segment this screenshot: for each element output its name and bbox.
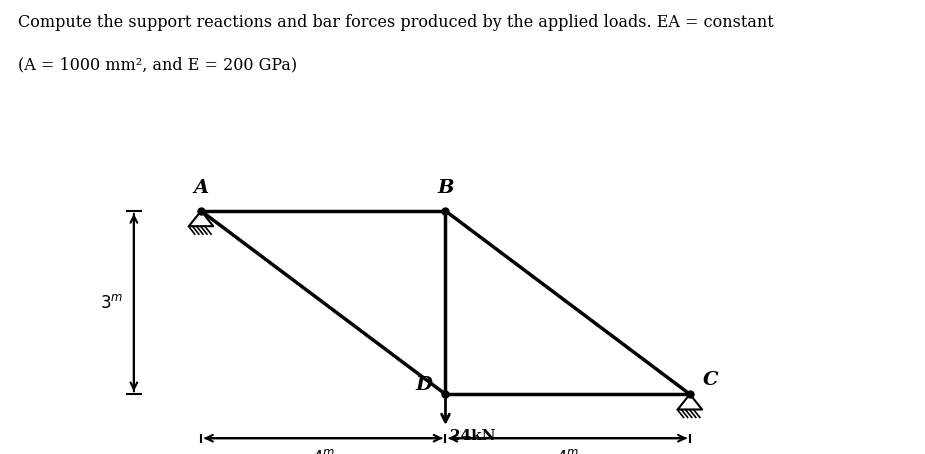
Text: D: D [415, 376, 432, 394]
Text: 24kN: 24kN [450, 429, 496, 443]
Text: A: A [193, 179, 209, 197]
Text: $3^m$: $3^m$ [100, 294, 123, 311]
Text: Compute the support reactions and bar forces produced by the applied loads. EA =: Compute the support reactions and bar fo… [18, 14, 774, 30]
Text: $4^m$: $4^m$ [556, 449, 579, 454]
Text: $4^m$: $4^m$ [312, 449, 335, 454]
Text: C: C [703, 371, 719, 390]
Text: (A = 1000 mm², and E = 200 GPa): (A = 1000 mm², and E = 200 GPa) [18, 57, 298, 74]
Text: B: B [438, 179, 454, 197]
